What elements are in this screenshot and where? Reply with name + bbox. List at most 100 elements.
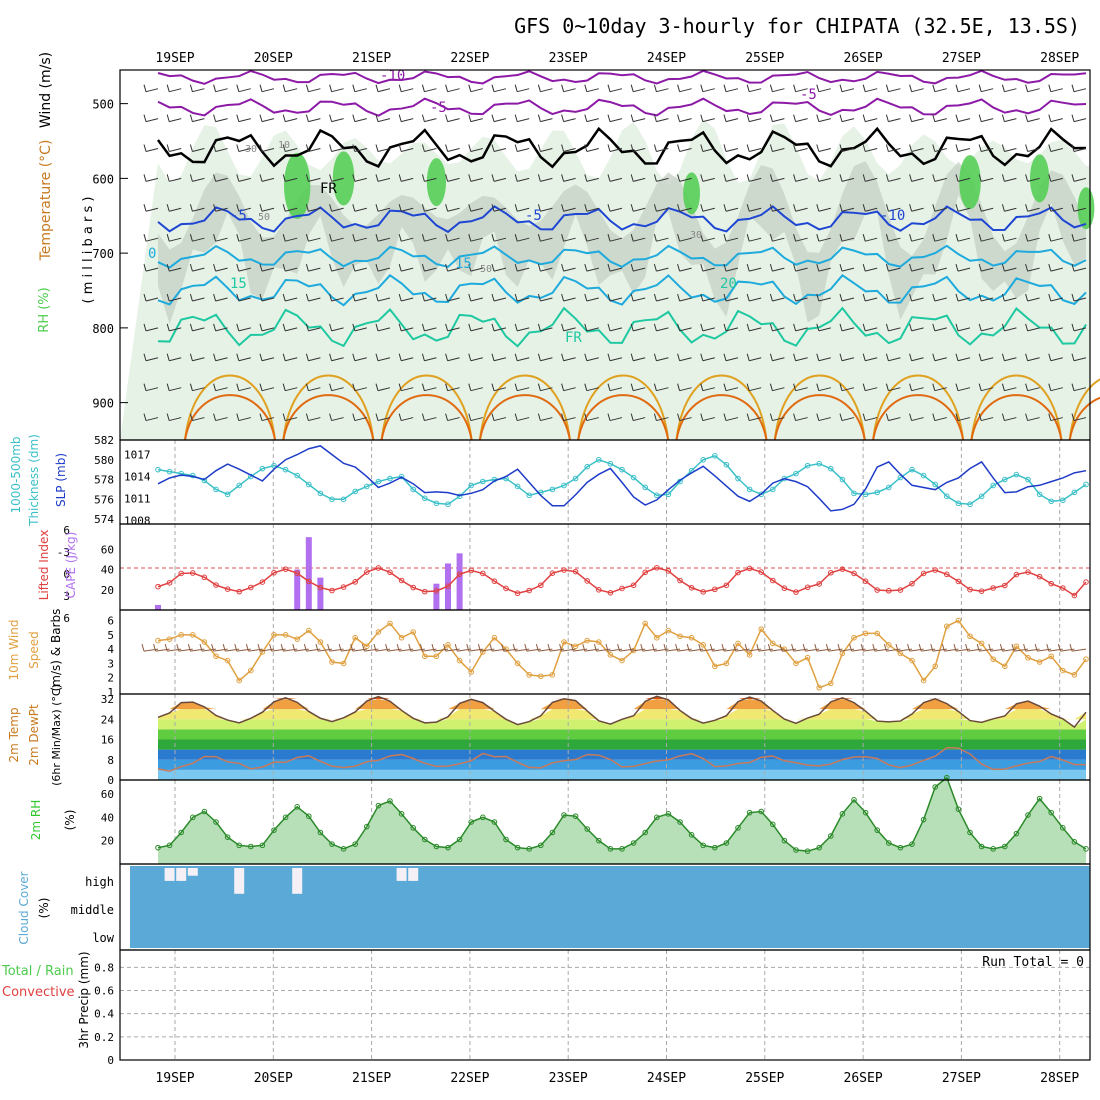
wind-barb-flag [885,114,889,122]
wind-speed-line-point [607,652,614,658]
wind-barb [169,177,182,182]
wind-barb [656,177,669,182]
wind-barb [586,357,599,362]
wind-barb [656,327,669,332]
warm-isotherm-arch [577,374,670,441]
wind-barb-flag [932,144,936,152]
wind-barb-flag [514,114,518,122]
wind-barb [1050,327,1063,332]
wind-barb [1027,237,1040,242]
wind-speed-line-point [572,643,579,650]
wind-barb-flag [329,323,333,332]
rh-2m-line-point [468,819,475,825]
surface-wind-barb [213,648,228,652]
wind-barb [238,297,251,302]
wind-barb [192,387,205,392]
rh-2m-line-point [758,808,765,815]
wind-barb-flag [1071,263,1075,272]
wind-barb-flag [932,114,936,122]
surface-wind-barb [515,648,530,652]
thickness-line-point [874,489,881,496]
wind-barb [818,88,831,93]
wind-barb [470,147,483,152]
wind-barb [586,387,599,392]
wind-barb [238,118,251,123]
wind-barb [238,177,251,182]
surface-wind-barb-flag [733,644,737,652]
wind-barb [192,267,205,272]
wind-barb [795,417,808,422]
wind-barb-flag [1071,323,1075,332]
wind-barb-flag [236,84,240,92]
thickness-line-point [955,500,962,507]
wind-barb-flag [143,353,147,361]
wind-barb [192,147,205,152]
wind-barb-flag [398,144,402,152]
isotherm-label: FR [320,181,337,197]
wind-barb-flag [769,174,773,182]
wind-barb [401,297,414,302]
rh-2m-line-point [1013,830,1020,837]
wind-barb-flag [723,84,727,92]
wind-barb-flag [514,204,518,212]
wind-speed-line-point [735,640,741,647]
wind-barb-flag [259,353,263,361]
temp-color-band [158,739,1086,750]
thickness-line-point [526,492,533,499]
thickness-line-point [480,478,486,485]
wind-barb-flag [561,263,565,272]
wind-barb [215,357,228,362]
wind-barb [586,267,599,272]
wind-barb [563,267,576,272]
wind-barb [1073,417,1087,422]
wind-barb-flag [166,144,170,152]
lifted-index-line-point [329,587,335,594]
wind-speed-line-point [201,639,208,645]
wind-barb-flag [259,84,263,92]
temp-tick: 32 [101,693,114,706]
surface-wind-barb-flag [582,644,586,652]
wind-tick: 6 [107,615,114,628]
wind-barb [308,417,321,422]
wind-barb-flag [653,114,657,122]
wind-barb-flag [932,293,936,302]
surface-wind-barb-flag [327,644,331,652]
surface-wind-barb [433,648,449,652]
wind-barb-flag [189,204,193,212]
wind-barb [934,118,947,123]
wind-barb-flag [398,293,402,302]
wind-barb-flag [700,144,704,152]
wind-barb-flag [700,174,704,182]
wind-barb-flag [862,144,866,152]
wind-barb [563,387,576,392]
wind-barb-flag [305,353,309,361]
wind-barb [563,118,576,123]
wind-barb [470,327,483,332]
surface-wind-barb [457,648,472,652]
wind-barb [354,118,367,123]
wind-barb [354,387,367,392]
wind-barb [447,267,460,272]
wind-barb-flag [445,84,449,92]
wind-barb [1050,177,1063,182]
wind-barb-flag [236,204,240,212]
wind-barb-flag [166,413,170,421]
wind-speed-line-point [1048,653,1054,660]
wind-barb [424,207,437,212]
surface-wind-barb-flag [408,644,412,652]
wind-barb [1050,118,1063,123]
wind-barb-flag [213,144,217,152]
wind-barb-flag [607,323,611,332]
isotherm-label: -10 [880,208,905,224]
wind-barb-flag [375,383,379,391]
wind-barb-flag [213,114,217,122]
wind-barb-flag [143,323,147,332]
warm-isotherm-arch [675,374,768,441]
surface-wind-barb [805,648,820,652]
wind-barb [888,118,901,123]
wind-barb-flag [862,293,866,302]
wind-barb [957,267,971,272]
stability-ylabel-li: Lifted Index [37,530,51,601]
wind-barb [401,177,414,182]
wind-barb [725,147,739,152]
